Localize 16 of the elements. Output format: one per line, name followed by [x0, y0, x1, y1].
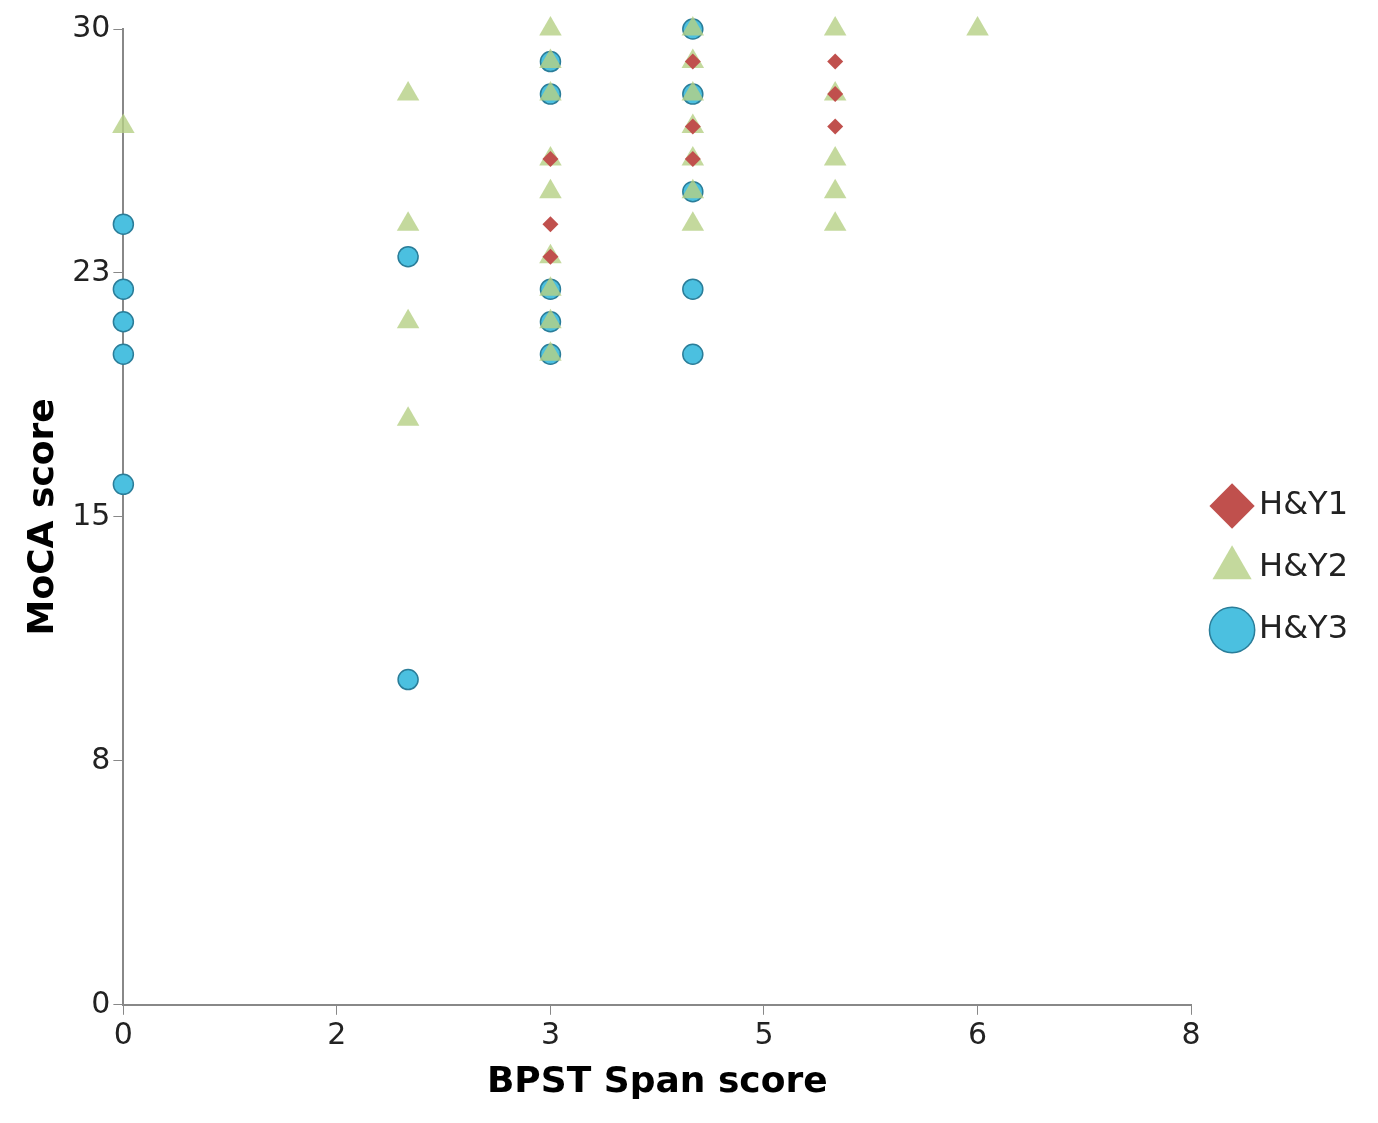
y-tick-label: 15	[72, 496, 111, 532]
y-tick-label: 30	[72, 8, 111, 44]
x-tick-label: 0	[113, 1015, 133, 1051]
y-tick-label: 8	[91, 740, 111, 776]
y-tick-label: 0	[91, 984, 111, 1020]
legend-label: H&Y2	[1259, 546, 1348, 585]
legend-label: H&Y1	[1259, 484, 1348, 523]
x-axis-title: BPST Span score	[486, 1058, 828, 1100]
x-tick-label: 6	[967, 1015, 988, 1051]
y-tick-label: 23	[72, 252, 111, 288]
x-tick-label: 2	[327, 1015, 347, 1051]
x-tick-label: 5	[754, 1015, 774, 1051]
x-tick-label: 8	[1181, 1015, 1201, 1051]
x-tick-label: 3	[540, 1015, 560, 1051]
y-axis-title: MoCA score	[19, 398, 61, 636]
legend-label: H&Y3	[1259, 608, 1348, 647]
